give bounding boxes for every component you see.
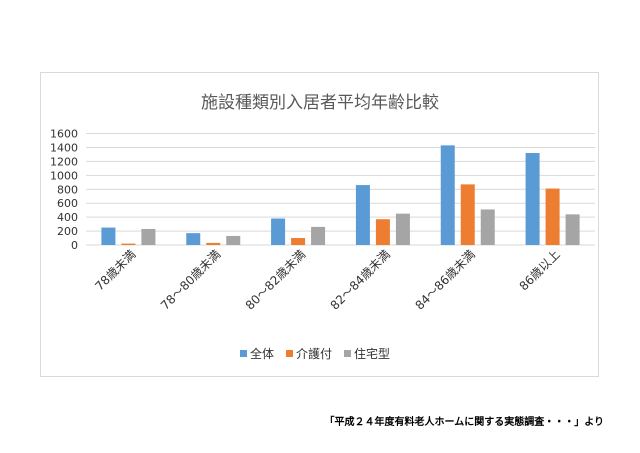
y-tick-label: 0 bbox=[71, 239, 78, 252]
y-tick-label: 1400 bbox=[50, 141, 78, 154]
bar-全体 bbox=[271, 218, 286, 245]
bar-介護付 bbox=[121, 243, 136, 245]
legend-swatch bbox=[344, 350, 351, 357]
legend-label: 住宅型 bbox=[354, 346, 390, 361]
source-note: 「平成２４年度有料老人ホームに関する実態調査・・・」より bbox=[324, 417, 605, 428]
bar-住宅型 bbox=[565, 214, 580, 245]
y-tick-label: 800 bbox=[57, 183, 78, 196]
x-tick-label: 86歳以上 bbox=[517, 247, 563, 293]
x-tick-label: 78歳未満 bbox=[92, 247, 138, 293]
x-tick-label: 84～86歳未満 bbox=[412, 247, 477, 312]
x-tick-label: 78～80歳未満 bbox=[158, 247, 223, 312]
bar-介護付 bbox=[460, 184, 475, 245]
y-tick-label: 200 bbox=[57, 225, 78, 238]
bar-介護付 bbox=[545, 188, 560, 245]
legend-label: 介護付 bbox=[296, 346, 332, 361]
bar-住宅型 bbox=[141, 228, 156, 245]
y-tick-label: 400 bbox=[57, 211, 78, 224]
x-tick-label: 82～84歳未満 bbox=[328, 247, 393, 312]
legend-label: 全体 bbox=[250, 346, 274, 361]
bar-住宅型 bbox=[395, 213, 410, 245]
legend-swatch bbox=[240, 350, 247, 357]
bar-介護付 bbox=[291, 238, 306, 245]
legend-swatch bbox=[286, 350, 293, 357]
bar-全体 bbox=[101, 227, 116, 245]
bar-全体 bbox=[525, 153, 540, 245]
bar-住宅型 bbox=[480, 209, 495, 245]
bar-住宅型 bbox=[226, 235, 241, 245]
x-tick-label: 80～82歳未満 bbox=[243, 247, 308, 312]
bar-全体 bbox=[440, 145, 455, 245]
bar-介護付 bbox=[206, 242, 221, 245]
chart-frame bbox=[40, 72, 599, 377]
y-tick-label: 1600 bbox=[50, 128, 78, 141]
chart-title: 施設種類別入居者平均年齢比較 bbox=[201, 93, 439, 113]
bar-介護付 bbox=[375, 219, 390, 245]
y-tick-label: 1000 bbox=[50, 169, 78, 182]
y-tick-label: 600 bbox=[57, 197, 78, 210]
bar-全体 bbox=[355, 185, 370, 245]
y-tick-label: 1200 bbox=[50, 155, 78, 168]
bar-住宅型 bbox=[311, 226, 326, 245]
bar-全体 bbox=[186, 233, 201, 245]
